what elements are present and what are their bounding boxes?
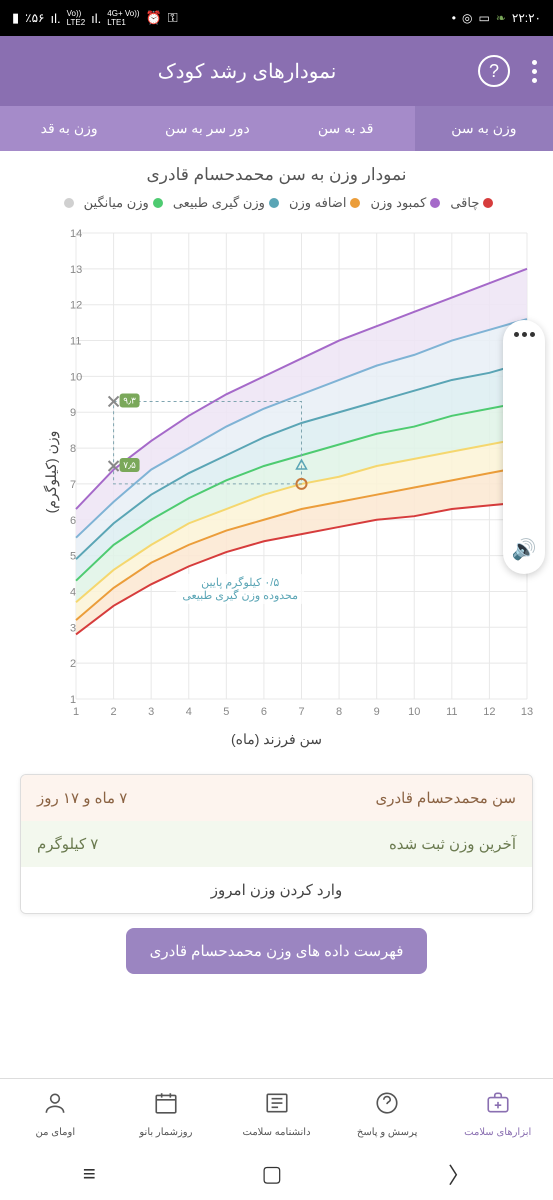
- clock-time: ۲۲:۲۰: [512, 11, 541, 25]
- news-icon: [264, 1090, 290, 1123]
- system-nav: ≡ ▢ 〉: [0, 1148, 553, 1200]
- svg-text:5: 5: [70, 551, 76, 563]
- help-icon[interactable]: ?: [478, 55, 510, 87]
- leaf-icon: ❧: [496, 11, 506, 25]
- nav-calendar[interactable]: روزشمار بانو: [111, 1079, 222, 1148]
- weight-row: آخرین وزن ثبت شده ۷ کیلوگرم: [21, 821, 532, 867]
- growth-chart: 123456789101112131412345678910111213۹٫۳۷…: [48, 227, 535, 727]
- svg-text:6: 6: [261, 706, 267, 718]
- sound-icon[interactable]: 🔊: [512, 537, 537, 562]
- svg-text:8: 8: [70, 443, 76, 455]
- back-button[interactable]: 〉: [448, 1158, 470, 1190]
- svg-text:2: 2: [70, 658, 76, 670]
- svg-text:7: 7: [70, 479, 76, 491]
- svg-text:4: 4: [70, 586, 76, 598]
- svg-text:۷٫۵: ۷٫۵: [123, 460, 136, 470]
- info-card: سن محمدحسام قادری ۷ ماه و ۱۷ روز آخرین و…: [20, 774, 533, 914]
- svg-text:11: 11: [446, 706, 457, 718]
- legend-item-0: چاقی: [450, 195, 493, 211]
- recent-button[interactable]: ≡: [83, 1161, 96, 1187]
- legend-item-2: اضافه وزن: [289, 195, 361, 211]
- key-icon: ⚿: [168, 10, 178, 26]
- svg-text:3: 3: [148, 706, 154, 718]
- tab-3[interactable]: وزن به قد: [0, 106, 138, 151]
- tab-2[interactable]: دور سر به سن: [138, 106, 276, 151]
- tab-bar: وزن به سنقد به سندور سر به سنوزن به قد: [0, 106, 553, 151]
- calendar-icon: [153, 1090, 179, 1123]
- svg-text:3: 3: [70, 622, 76, 634]
- nav-qa[interactable]: پرسش و پاسخ: [332, 1079, 443, 1148]
- svg-text:2: 2: [111, 706, 117, 718]
- svg-text:12: 12: [483, 706, 495, 718]
- enter-weight-label: وارد کردن وزن امروز: [211, 881, 342, 899]
- svg-text:1: 1: [70, 694, 76, 706]
- legend-item-4: وزن میانگین: [84, 195, 163, 211]
- lte1: Vo))LTE2: [67, 9, 86, 27]
- svg-text:6: 6: [70, 515, 76, 527]
- y-axis-label: وزن (کیلوگرم): [43, 431, 60, 514]
- bottom-nav: ابزارهای سلامتپرسش و پاسخدانشنامه سلامتر…: [0, 1078, 553, 1148]
- nav-news[interactable]: دانشنامه سلامت: [221, 1079, 332, 1148]
- menu-icon[interactable]: [532, 60, 537, 83]
- lte2: 4G+ Vo))LTE1: [107, 9, 139, 27]
- age-row: سن محمدحسام قادری ۷ ماه و ۱۷ روز: [21, 775, 532, 821]
- svg-text:۹٫۳: ۹٫۳: [123, 395, 136, 405]
- home-button[interactable]: ▢: [262, 1161, 283, 1187]
- medkit-icon: [485, 1090, 511, 1123]
- qa-icon: [374, 1090, 400, 1123]
- age-label: سن محمدحسام قادری: [375, 789, 516, 807]
- weight-label: آخرین وزن ثبت شده: [389, 835, 516, 853]
- chart-legend: چاقی کمبود وزن اضافه وزن وزن گیری طبیعی وزن …: [0, 195, 553, 217]
- chart-annotation: ۰/۵ کیلوگرم پایینمحدوده وزن گیری طبیعی: [176, 574, 304, 604]
- alarm-icon: ⏰: [146, 10, 162, 26]
- battery-pct: ٪۵۶: [25, 11, 44, 25]
- svg-text:8: 8: [336, 706, 342, 718]
- battery-icon: ▮: [12, 10, 19, 26]
- nav-user[interactable]: اومای من: [0, 1079, 111, 1148]
- status-bar: ▮ ٪۵۶ ıl. Vo))LTE2 ıl. 4G+ Vo))LTE1 ⏰ ⚿ …: [0, 0, 553, 36]
- weight-value: ۷ کیلوگرم: [37, 835, 98, 853]
- chart-area: وزن (کیلوگرم) 12345678910111213141234567…: [0, 217, 553, 727]
- user-icon: [42, 1090, 68, 1123]
- data-list-button[interactable]: فهرست داده های وزن محمدحسام قادری: [126, 928, 428, 974]
- svg-text:4: 4: [186, 706, 192, 718]
- more-icon[interactable]: [514, 332, 535, 337]
- page-title: نمودارهای رشد کودک: [16, 59, 478, 84]
- box-icon: ▭: [478, 11, 489, 25]
- tab-0[interactable]: وزن به سن: [415, 106, 553, 151]
- enter-weight-button[interactable]: وارد کردن وزن امروز: [21, 867, 532, 913]
- svg-text:1: 1: [73, 706, 79, 718]
- nav-medkit[interactable]: ابزارهای سلامت: [442, 1079, 553, 1148]
- status-left: ▮ ٪۵۶ ıl. Vo))LTE2 ıl. 4G+ Vo))LTE1 ⏰ ⚿: [12, 9, 178, 27]
- svg-text:9: 9: [374, 706, 380, 718]
- app-header: ? نمودارهای رشد کودک: [0, 36, 553, 106]
- signal-icon: ıl.: [51, 11, 61, 26]
- legend-item-3: وزن گیری طبیعی: [173, 195, 279, 211]
- dot-icon: •: [452, 11, 456, 25]
- svg-text:13: 13: [521, 706, 533, 718]
- status-right: • ◎ ▭ ❧ ۲۲:۲۰: [452, 11, 541, 25]
- legend-item-1: کمبود وزن: [370, 195, 440, 211]
- ig-icon: ◎: [462, 11, 472, 25]
- tab-1[interactable]: قد به سن: [277, 106, 415, 151]
- age-value: ۷ ماه و ۱۷ روز: [37, 789, 127, 807]
- svg-text:7: 7: [298, 706, 304, 718]
- float-controls: 🔊: [503, 320, 545, 574]
- legend-item-5: [60, 195, 74, 211]
- svg-text:10: 10: [408, 706, 420, 718]
- svg-text:5: 5: [223, 706, 229, 718]
- svg-text:9: 9: [70, 407, 76, 419]
- signal-icon-2: ıl.: [91, 11, 101, 26]
- chart-title: نمودار وزن به سن محمدحسام قادری: [0, 151, 553, 195]
